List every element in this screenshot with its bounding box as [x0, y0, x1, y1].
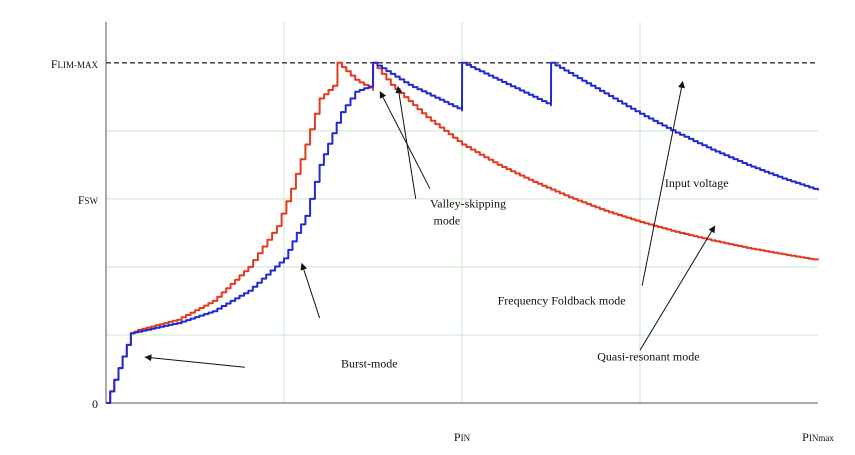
y-tick-label-1: FSW — [78, 193, 99, 207]
annotation-arrow-3 — [379, 91, 431, 189]
annotation-label-2: Input voltage — [665, 176, 729, 190]
series-group — [106, 61, 819, 404]
annotation-arrow-1 — [300, 262, 321, 319]
annotation-arrow-0 — [144, 354, 245, 368]
series-line-0 — [106, 61, 819, 404]
plot-frame — [105, 22, 818, 404]
y-tick-label-2: 0 — [92, 397, 98, 411]
annotation-arrows — [144, 80, 716, 368]
x-tick-label-0: PIN — [454, 430, 471, 444]
x-tick-label-1: PINmax — [802, 430, 834, 444]
tick-labels: FLIM-MAX FSW 0 PIN PINmax — [51, 57, 835, 444]
annotation-label-4: Quasi-resonant mode — [597, 349, 699, 363]
annotation-arrow-4 — [641, 80, 685, 286]
annotation-arrow-5 — [639, 225, 716, 351]
annotation-label-3: Frequency Foldback mode — [498, 293, 626, 307]
series-line-1 — [106, 61, 819, 404]
annotations: Valley-skipping mode Input voltage Frequenc… — [341, 176, 729, 370]
y-tick-label-0: FLIM-MAX — [51, 57, 99, 71]
annotation-label-0: Valley-skipping — [430, 196, 506, 210]
annotation-label-1: mode — [434, 213, 461, 227]
annotation-label-5: Burst-mode — [341, 356, 398, 370]
